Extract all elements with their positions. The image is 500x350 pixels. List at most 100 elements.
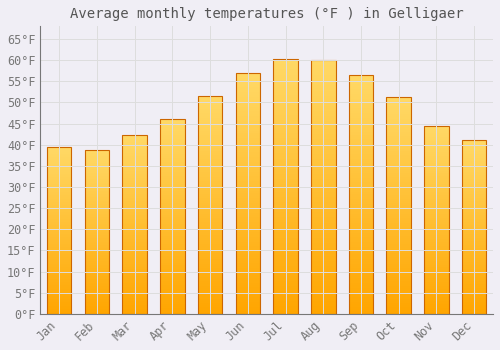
Bar	[311, 75, 336, 78]
Bar	[84, 169, 109, 171]
Bar	[386, 147, 411, 149]
Bar	[311, 139, 336, 141]
Bar	[462, 156, 486, 158]
Bar	[47, 174, 72, 175]
Bar	[122, 244, 147, 246]
Bar	[47, 239, 72, 240]
Bar	[122, 199, 147, 201]
Bar	[122, 271, 147, 273]
Bar	[462, 305, 486, 307]
Bar	[386, 171, 411, 173]
Bar	[274, 184, 298, 187]
Bar	[311, 190, 336, 192]
Bar	[274, 284, 298, 286]
Bar	[386, 294, 411, 296]
Bar	[348, 204, 374, 206]
Bar	[122, 253, 147, 255]
Bar	[122, 155, 147, 156]
Bar	[160, 312, 184, 314]
Bar	[84, 217, 109, 219]
Bar	[424, 135, 448, 137]
Bar	[348, 104, 374, 106]
Bar	[160, 213, 184, 215]
Bar	[274, 271, 298, 273]
Bar	[236, 172, 260, 174]
Bar	[84, 307, 109, 309]
Bar	[160, 119, 184, 314]
Bar	[160, 160, 184, 162]
Bar	[160, 273, 184, 275]
Bar	[236, 150, 260, 152]
Bar	[122, 223, 147, 224]
Bar	[311, 309, 336, 312]
Bar	[160, 147, 184, 148]
Bar	[47, 172, 72, 174]
Bar	[160, 193, 184, 195]
Bar	[348, 152, 374, 154]
Bar	[311, 207, 336, 210]
Bar	[47, 175, 72, 177]
Bar	[236, 102, 260, 104]
Bar	[47, 167, 72, 169]
Bar	[84, 240, 109, 242]
Bar	[386, 190, 411, 192]
Bar	[160, 176, 184, 178]
Bar	[47, 160, 72, 162]
Bar	[311, 83, 336, 85]
Bar	[424, 291, 448, 293]
Bar	[122, 144, 147, 146]
Bar	[122, 269, 147, 271]
Bar	[311, 119, 336, 121]
Bar	[274, 138, 298, 141]
Bar	[160, 166, 184, 168]
Bar	[424, 250, 448, 252]
Bar	[160, 133, 184, 135]
Bar	[84, 152, 109, 153]
Bar	[84, 156, 109, 158]
Bar	[386, 281, 411, 284]
Bar	[84, 310, 109, 312]
Bar	[160, 224, 184, 226]
Bar	[160, 156, 184, 158]
Bar	[84, 238, 109, 240]
Bar	[160, 125, 184, 127]
Bar	[311, 291, 336, 294]
Bar	[348, 113, 374, 116]
Bar	[274, 64, 298, 67]
Bar	[424, 176, 448, 178]
Bar	[274, 194, 298, 197]
Bar	[386, 251, 411, 253]
Bar	[198, 111, 222, 113]
Bar	[348, 280, 374, 283]
Bar	[348, 199, 374, 202]
Bar	[311, 284, 336, 286]
Bar	[348, 99, 374, 101]
Bar	[47, 242, 72, 244]
Bar	[386, 249, 411, 251]
Bar	[386, 277, 411, 279]
Bar	[274, 159, 298, 161]
Bar	[274, 80, 298, 82]
Bar	[84, 212, 109, 214]
Bar	[348, 223, 374, 225]
Bar	[122, 255, 147, 257]
Bar	[311, 159, 336, 162]
Bar	[198, 292, 222, 294]
Bar	[274, 133, 298, 136]
Bar	[311, 233, 336, 235]
Bar	[424, 288, 448, 289]
Bar	[236, 227, 260, 230]
Bar	[160, 129, 184, 131]
Bar	[274, 312, 298, 314]
Bar	[424, 142, 448, 145]
Bar	[122, 178, 147, 180]
Bar	[274, 131, 298, 133]
Bar	[348, 77, 374, 80]
Bar	[424, 308, 448, 310]
Bar	[198, 214, 222, 216]
Bar	[160, 269, 184, 271]
Bar	[122, 171, 147, 173]
Bar	[236, 241, 260, 244]
Bar	[160, 217, 184, 218]
Bar	[462, 201, 486, 203]
